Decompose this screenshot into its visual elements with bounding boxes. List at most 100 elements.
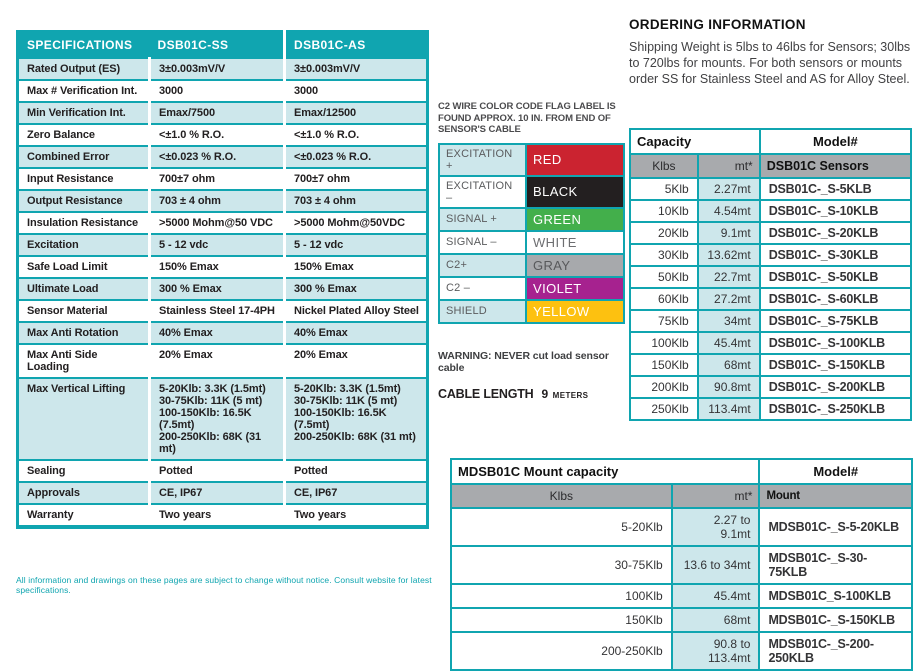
spec-value-ss: 703 ± 4 ohm: [148, 189, 285, 212]
spec-label: Max Vertical Lifting: [17, 377, 150, 460]
ordering-information-title: ORDERING INFORMATION: [629, 17, 806, 32]
sensor-table-subheader-row: Klbs mt* DSB01C Sensors: [629, 153, 913, 179]
wire-color-swatch: GREEN: [525, 206, 625, 232]
sensor-capacity-mt: 4.54mt: [696, 199, 761, 223]
mt-subheader: mt*: [696, 153, 761, 179]
spec-value-as: 300 % Emax: [283, 277, 428, 300]
spec-label: Zero Balance: [17, 123, 150, 146]
spec-value-as: 700±7 ohm: [283, 167, 428, 190]
spec-value-ss: 5 - 12 vdc: [148, 233, 285, 256]
spec-value-as: Nickel Plated Alloy Steel: [283, 299, 428, 322]
sensor-capacity-klb: 250Klb: [629, 397, 699, 421]
wire-signal-label: EXCITATION –: [438, 174, 527, 209]
sensor-row: 30Klb 13.62mt DSB01C-_S-30KLB: [629, 243, 913, 267]
sensor-capacity-klb: 30Klb: [629, 243, 699, 267]
mount-model-number: MDSB01C-_S-5-20KLB: [758, 507, 913, 547]
mount-model-number: MDSB01C_S-100KLB: [758, 583, 913, 609]
spec-value-as: 150% Emax: [283, 255, 428, 278]
spec-row: Max Anti Side Loading 20% Emax 20% Emax: [17, 343, 428, 378]
spec-label: Ultimate Load: [17, 277, 150, 300]
spec-value-ss: 40% Emax: [148, 321, 285, 344]
spec-value-ss: Emax/7500: [148, 101, 285, 124]
sensor-model-number: DSB01C-_S-75KLB: [758, 309, 913, 333]
wire-color-swatch: WHITE: [525, 229, 625, 255]
spec-value-as: >5000 Mohm@50VDC: [283, 211, 428, 234]
spec-value-as: 5-20Klb: 3.3K (1.5mt) 30-75Klb: 11K (5 m…: [283, 377, 428, 460]
sensor-row: 5Klb 2.27mt DSB01C-_S-5KLB: [629, 177, 913, 201]
spec-row: Combined Error <±0.023 % R.O. <±0.023 % R.…: [17, 145, 428, 168]
spec-row: Warranty Two years Two years: [17, 503, 428, 527]
spec-label: Insulation Resistance: [17, 211, 150, 234]
sensor-row: 100Klb 45.4mt DSB01C-_S-100KLB: [629, 331, 913, 355]
mount-capacity-mt: 90.8 to 113.4mt: [670, 631, 761, 671]
sensor-model-number: DSB01C-_S-100KLB: [758, 331, 913, 355]
spec-label: Output Resistance: [17, 189, 150, 212]
cable-length-value: 9 METERS: [541, 386, 589, 401]
spec-row: Min Verification Int. Emax/7500 Emax/12500: [17, 101, 428, 124]
ordering-information-body: Shipping Weight is 5lbs to 46lbs for Sen…: [629, 40, 911, 86]
spec-label: Input Resistance: [17, 167, 150, 190]
spec-label: Sealing: [17, 459, 150, 482]
spec-value-ss: 3±0.003mV/V: [148, 57, 285, 80]
spec-row: Sensor Material Stainless Steel 17-4PH Nic…: [17, 299, 428, 322]
spec-label: Combined Error: [17, 145, 150, 168]
spec-value-ss: <±1.0 % R.O.: [148, 123, 285, 146]
sensor-capacity-klb: 100Klb: [629, 331, 699, 355]
sensor-capacity-klb: 150Klb: [629, 353, 699, 377]
spec-value-as: 703 ± 4 ohm: [283, 189, 428, 212]
spec-value-as: 40% Emax: [283, 321, 428, 344]
sensor-row: 150Klb 68mt DSB01C-_S-150KLB: [629, 353, 913, 377]
mount-capacity-table: MDSB01C Mount capacity Model# Klbs mt* M…: [449, 458, 913, 671]
capacity-header: Capacity: [629, 128, 761, 155]
spec-value-as: <±1.0 % R.O.: [283, 123, 428, 146]
ordering-information-section: ORDERING INFORMATION Shipping Weight is …: [629, 17, 914, 87]
spec-value-ss: 20% Emax: [148, 343, 285, 378]
mount-capacity-mt: 68mt: [670, 607, 761, 633]
sensor-capacity-klb: 75Klb: [629, 309, 699, 333]
wire-signal-label: EXCITATION +: [438, 142, 527, 177]
wire-row: C2+ GRAY: [438, 252, 625, 278]
spec-value-ss: 700±7 ohm: [148, 167, 285, 190]
sensor-capacity-klb: 50Klb: [629, 265, 699, 289]
sensor-model-number: DSB01C-_S-20KLB: [758, 221, 913, 245]
spec-label: Max Anti Side Loading: [17, 343, 150, 378]
model-header: Model#: [758, 128, 913, 155]
mount-capacity-mt: 2.27 to 9.1mt: [670, 507, 761, 547]
mount-model-number: MDSB01C-_S-200-250KLB: [758, 631, 913, 671]
spec-value-as: Two years: [283, 503, 428, 527]
sensor-capacity-mt: 22.7mt: [696, 265, 761, 289]
spec-value-as: Potted: [283, 459, 428, 482]
spec-row: Safe Load Limit 150% Emax 150% Emax: [17, 255, 428, 278]
spec-value-as: CE, IP67: [283, 481, 428, 504]
mount-capacity-klb: 100Klb: [450, 583, 673, 609]
spec-row: Max # Verification Int. 3000 3000: [17, 79, 428, 102]
spec-value-ss: Two years: [148, 503, 285, 527]
sensor-model-number: DSB01C-_S-10KLB: [758, 199, 913, 223]
spec-label: Max # Verification Int.: [17, 79, 150, 102]
spec-value-ss: 5-20Klb: 3.3K (1.5mt) 30-75Klb: 11K (5 m…: [148, 377, 285, 460]
spec-label: Safe Load Limit: [17, 255, 150, 278]
mount-model-number: MDSB01C-_S-30-75KLB: [758, 545, 913, 585]
sensor-capacity-mt: 2.27mt: [696, 177, 761, 201]
spec-label: Warranty: [17, 503, 150, 527]
spec-value-as: 3±0.003mV/V: [283, 57, 428, 80]
spec-value-ss: >5000 Mohm@50 VDC: [148, 211, 285, 234]
sensor-capacity-klb: 10Klb: [629, 199, 699, 223]
spec-value-as: <±0.023 % R.O.: [283, 145, 428, 168]
spec-label: Max Anti Rotation: [17, 321, 150, 344]
spec-value-ss: 150% Emax: [148, 255, 285, 278]
sensor-capacity-mt: 27.2mt: [696, 287, 761, 311]
sensor-row: 10Klb 4.54mt DSB01C-_S-10KLB: [629, 199, 913, 223]
klbs-subheader: Klbs: [629, 153, 699, 179]
specifications-section: SPECIFICATIONS DSB01C-SS DSB01C-AS Rated…: [16, 30, 429, 529]
spec-value-ss: <±0.023 % R.O.: [148, 145, 285, 168]
spec-row: Rated Output (ES) 3±0.003mV/V 3±0.003mV/V: [17, 57, 428, 80]
wire-row: EXCITATION – BLACK: [438, 174, 625, 209]
mount-capacity-klb: 30-75Klb: [450, 545, 673, 585]
sensor-capacity-mt: 45.4mt: [696, 331, 761, 355]
spec-label: Excitation: [17, 233, 150, 256]
wire-row: EXCITATION + RED: [438, 142, 625, 177]
mount-capacity-klb: 150Klb: [450, 607, 673, 633]
sensor-capacity-mt: 13.62mt: [696, 243, 761, 267]
mount-table-subheader-row: Klbs mt* Mount: [450, 483, 913, 509]
